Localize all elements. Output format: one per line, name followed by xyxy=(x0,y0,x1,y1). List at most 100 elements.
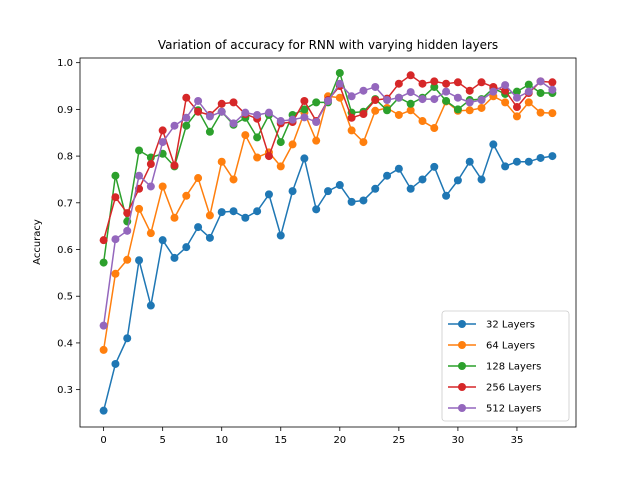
data-point xyxy=(406,88,415,97)
data-point xyxy=(135,171,144,180)
data-point xyxy=(536,153,545,162)
x-tick-label: 30 xyxy=(452,435,465,446)
data-point xyxy=(418,79,427,88)
data-point xyxy=(123,334,132,343)
data-point xyxy=(158,182,167,191)
data-point xyxy=(430,95,439,104)
plot-area: 0 5 10 15 20 25 30 35 0.3 0.4 0.5 0.6 0.7 0.8 0.9 1.0 xyxy=(57,57,577,446)
data-point xyxy=(430,82,439,91)
data-point xyxy=(359,110,368,119)
data-point xyxy=(264,108,273,117)
data-point xyxy=(548,78,557,87)
data-point xyxy=(205,112,214,121)
data-point xyxy=(217,208,226,217)
data-point xyxy=(477,96,486,105)
legend-label: 128 Layers xyxy=(486,362,541,373)
data-point xyxy=(253,153,262,162)
data-point xyxy=(158,236,167,245)
y-tick-label: 0.3 xyxy=(57,385,73,396)
data-point xyxy=(205,233,214,242)
data-point xyxy=(524,80,533,89)
data-point xyxy=(430,77,439,86)
data-point xyxy=(359,86,368,95)
x-tick-label: 20 xyxy=(333,435,346,446)
x-tick-label: 15 xyxy=(274,435,287,446)
data-point xyxy=(453,78,462,87)
legend-label: 512 Layers xyxy=(486,404,541,415)
data-point xyxy=(453,93,462,102)
data-point xyxy=(536,89,545,98)
data-point xyxy=(264,190,273,199)
data-point xyxy=(194,174,203,183)
data-point xyxy=(394,79,403,88)
data-point xyxy=(524,98,533,107)
data-point xyxy=(453,105,462,114)
legend-swatch-marker xyxy=(458,362,466,370)
data-point xyxy=(217,107,226,116)
data-point xyxy=(264,152,273,161)
legend: 32 Layers 64 Layers 128 Layers 256 Layers 51… xyxy=(441,310,570,422)
data-point xyxy=(371,184,380,193)
legend-swatch-marker xyxy=(458,383,466,391)
data-point xyxy=(146,229,155,238)
data-point xyxy=(241,108,250,117)
data-point xyxy=(418,117,427,126)
data-point xyxy=(501,86,510,95)
data-point xyxy=(205,127,214,136)
data-point xyxy=(465,157,474,166)
data-point xyxy=(170,121,179,130)
x-tick-label: 35 xyxy=(511,435,524,446)
data-point xyxy=(383,106,392,115)
data-point xyxy=(288,187,297,196)
data-point xyxy=(158,138,167,147)
x-tick-label: 0 xyxy=(100,435,106,446)
data-point xyxy=(182,113,191,122)
data-point xyxy=(430,124,439,133)
data-point xyxy=(158,126,167,135)
data-point xyxy=(477,78,486,87)
data-point xyxy=(194,107,203,116)
data-point xyxy=(512,103,521,112)
data-point xyxy=(359,196,368,205)
data-point xyxy=(524,157,533,166)
data-point xyxy=(135,204,144,213)
data-point xyxy=(182,191,191,200)
data-point xyxy=(300,96,309,105)
y-axis-title: Accuracy xyxy=(32,219,43,265)
data-point xyxy=(123,209,132,218)
data-point xyxy=(182,93,191,102)
data-point xyxy=(418,175,427,184)
data-point xyxy=(406,184,415,193)
data-point xyxy=(99,345,108,354)
legend-box xyxy=(441,310,570,422)
data-point xyxy=(300,105,309,114)
data-point xyxy=(288,140,297,149)
data-point xyxy=(170,253,179,262)
x-tick-label: 5 xyxy=(159,435,165,446)
legend-label: 32 Layers xyxy=(486,320,535,331)
data-point xyxy=(111,235,120,244)
y-tick-label: 0.6 xyxy=(57,245,73,256)
data-point xyxy=(335,181,344,190)
data-point xyxy=(465,106,474,115)
data-point xyxy=(111,269,120,278)
data-point xyxy=(312,117,321,126)
data-point xyxy=(512,112,521,121)
data-point xyxy=(512,87,521,96)
data-point xyxy=(194,96,203,105)
data-point xyxy=(170,161,179,170)
y-tick-label: 0.5 xyxy=(57,292,73,303)
data-point xyxy=(312,205,321,214)
data-point xyxy=(430,162,439,171)
data-point xyxy=(501,162,510,171)
data-point xyxy=(512,157,521,166)
data-point xyxy=(146,182,155,191)
data-point xyxy=(241,213,250,222)
data-point xyxy=(182,121,191,130)
legend-swatch-marker xyxy=(458,341,466,349)
data-point xyxy=(99,258,108,267)
data-point xyxy=(229,207,238,216)
data-point xyxy=(442,191,451,200)
axes-frame xyxy=(79,57,577,428)
